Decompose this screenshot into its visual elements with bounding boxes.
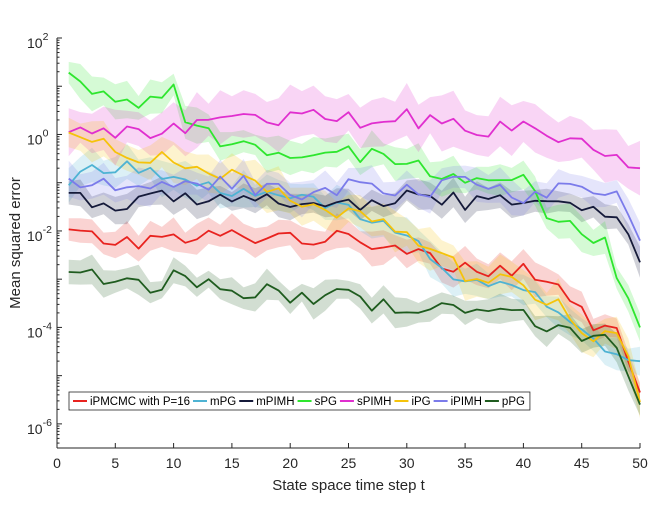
x-tick-label: 20	[282, 455, 298, 471]
axes: 0 5 10 15 20 25 30 35 40 45 50 102 100 10-2 10-4 10-6	[27, 31, 648, 471]
band-ipmcmc-with-p-16	[68, 213, 640, 403]
band-mpimh	[68, 176, 640, 278]
y-axis-title: Mean squared error	[7, 177, 24, 309]
y-tick-label: 100	[27, 127, 49, 147]
series-line-ipimh	[68, 174, 641, 241]
series-line-ppg	[68, 268, 641, 405]
legend-label: iPG	[411, 396, 430, 408]
x-tick-label: 40	[516, 455, 532, 471]
x-tick-label: 30	[399, 455, 415, 471]
confidence-bands	[68, 61, 640, 419]
legend-label: sPIMH	[357, 396, 392, 408]
x-tick-label: 15	[224, 455, 240, 471]
series-lines	[68, 71, 641, 405]
band-spimh	[68, 83, 640, 196]
series-line-spimh	[68, 108, 641, 170]
legend-label: pPG	[502, 396, 525, 408]
x-tick-label: 35	[457, 455, 473, 471]
legend-label: mPIMH	[256, 396, 294, 408]
legend: iPMCMC with P=16 mPG mPIMH sPG sPIMH iPG iPIMH…	[68, 391, 531, 411]
y-tick-label: 10-6	[27, 417, 52, 437]
series-line-ipg	[68, 131, 641, 403]
x-tick-label: 45	[574, 455, 590, 471]
series-line-mpimh	[68, 189, 641, 263]
x-tick-label: 50	[632, 455, 648, 471]
legend-label: sPG	[315, 396, 337, 408]
band-ppg	[68, 254, 640, 416]
series-line-ipmcmc-with-p-16	[68, 228, 641, 393]
x-axis-title: State space time step t	[272, 477, 425, 494]
legend-label: mPG	[210, 396, 236, 408]
x-tick-label: 0	[53, 455, 61, 471]
legend-label: iPIMH	[451, 396, 482, 408]
y-tick-label: 102	[27, 31, 49, 51]
y-tick-label: 10-4	[27, 320, 52, 340]
band-ipg	[68, 117, 640, 419]
x-tick-label: 25	[341, 455, 357, 471]
x-tick-label: 10	[166, 455, 182, 471]
x-tick-label: 5	[111, 455, 119, 471]
y-tick-label: 10-2	[27, 224, 52, 244]
series-line-spg	[68, 71, 641, 328]
legend-label: iPMCMC with P=16	[90, 396, 190, 408]
band-mpg	[68, 143, 640, 376]
